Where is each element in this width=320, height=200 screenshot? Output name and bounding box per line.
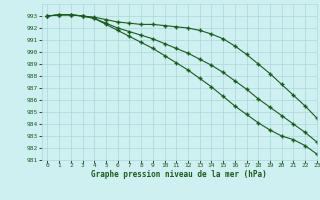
X-axis label: Graphe pression niveau de la mer (hPa): Graphe pression niveau de la mer (hPa) <box>91 170 267 179</box>
